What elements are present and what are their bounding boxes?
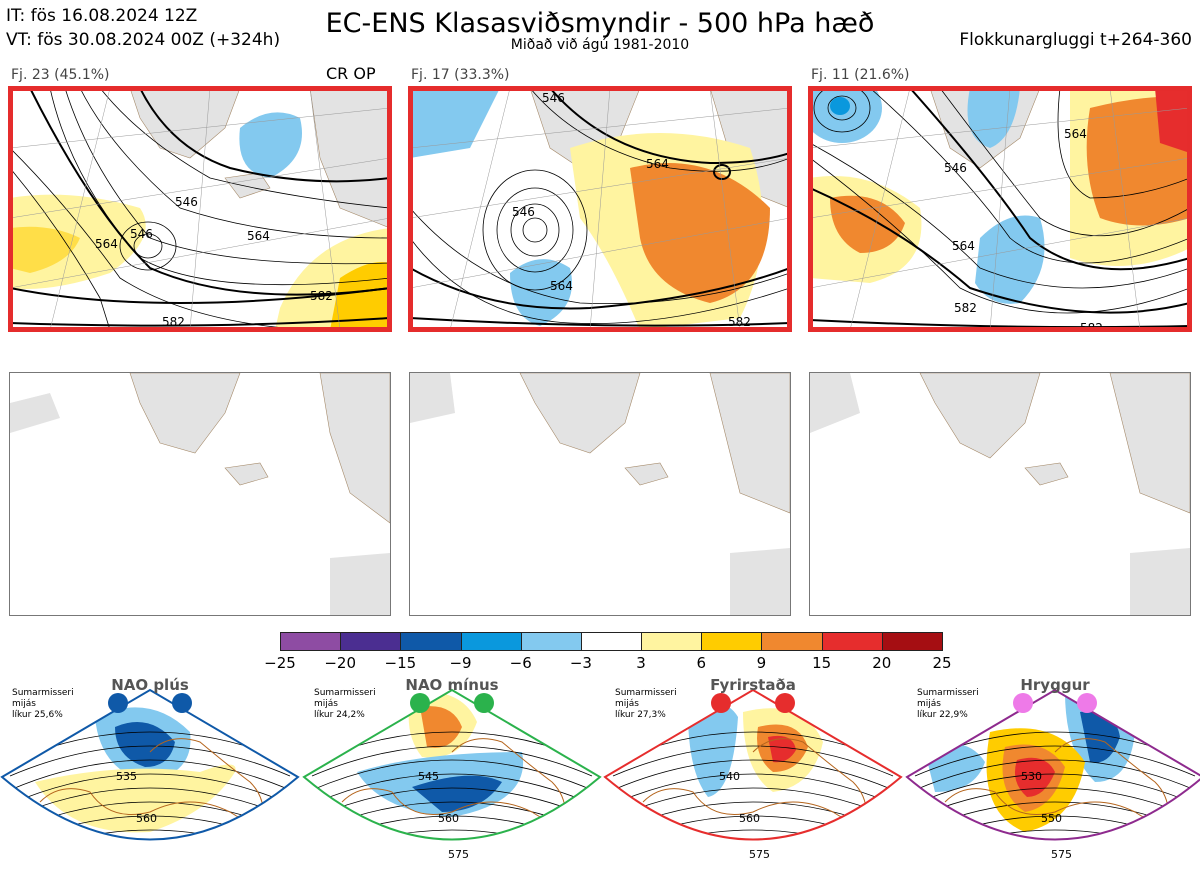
- colorbar-segment: [340, 632, 402, 651]
- regime-mean: mijás: [917, 699, 941, 709]
- colorbar-segment: [580, 632, 643, 651]
- regime-marker-dot: [108, 693, 128, 713]
- colorbar-tick-label: −25: [264, 654, 296, 672]
- cluster-2-contour-b: 564: [646, 157, 669, 171]
- regime-mean: mijás: [12, 699, 36, 709]
- regime-mean: mijás: [314, 699, 338, 709]
- regime-marker-dot: [775, 693, 795, 713]
- empty-map-2: [409, 372, 791, 616]
- regime-marker-dot: [172, 693, 192, 713]
- colorbar-tick-label: −9: [449, 654, 472, 672]
- cluster-3-contour-e: 582: [1080, 321, 1103, 330]
- regime-name: NAO plús: [111, 676, 189, 694]
- cluster-1-contour-b: 564: [247, 229, 270, 243]
- regime-contour-a: 540: [719, 770, 740, 783]
- cluster-2-contour-c: 564: [550, 279, 573, 293]
- regime-contour-c: 575: [1051, 848, 1072, 861]
- regime-contour-b: 560: [739, 812, 760, 825]
- regime-marker-dot: [711, 693, 731, 713]
- empty-map-1: [9, 372, 391, 616]
- regime-marker-dot: [1077, 693, 1097, 713]
- cluster-3-contour-c: 564: [952, 239, 975, 253]
- cluster-1-contour-c: 546: [130, 227, 153, 241]
- colorbar-tick-label: 20: [872, 654, 892, 672]
- colorbar-segment: [520, 632, 582, 651]
- colorbar-segment: [881, 632, 943, 651]
- regime-fan: 540 560 575: [603, 688, 903, 861]
- cluster-3-map: 564 546 564 582 582: [810, 88, 1190, 330]
- regime-contour-c: 575: [448, 848, 469, 861]
- cluster-2-map: 546 564 564 546 582: [410, 88, 790, 330]
- colorbar: [280, 632, 943, 651]
- regime-fan: 530 550 575: [905, 688, 1200, 861]
- cluster-3-contour-b: 546: [944, 161, 967, 175]
- colorbar-tick-label: 15: [812, 654, 832, 672]
- regime-season: Sumarmisseri: [12, 688, 74, 698]
- classification-window: Flokkunargluggi t+264-360: [959, 30, 1192, 50]
- cluster-1-contour-d: 564: [95, 237, 118, 251]
- cluster-2-contour-e: 582: [728, 315, 751, 329]
- regime-contour-a: 530: [1021, 770, 1042, 783]
- regime-panel: 545 560 575 NAO mínus Sumarmisseri mijás líkur…: [302, 672, 602, 871]
- regime-frequency: líkur 22,9%: [917, 710, 968, 720]
- regime-contour-b: 560: [136, 812, 157, 825]
- regime-contour-c: 575: [749, 848, 770, 861]
- colorbar-segment: [641, 632, 703, 651]
- colorbar-segment: [280, 632, 342, 651]
- regime-contour-a: 545: [418, 770, 439, 783]
- colorbar-tick-label: −20: [324, 654, 356, 672]
- regime-name: Hryggur: [1020, 676, 1090, 694]
- regime-frequency: líkur 25,6%: [12, 710, 63, 720]
- regime-season: Sumarmisseri: [314, 688, 376, 698]
- regime-contour-b: 560: [438, 812, 459, 825]
- cluster-1-contour-f: 582: [162, 315, 185, 329]
- regime-panel: 530 550 575 Hryggur Sumarmisseri mijás líkur 2…: [905, 672, 1200, 871]
- page-subtitle: Miðað við ágú 1981-2010: [510, 37, 690, 53]
- regime-marker-dot: [1013, 693, 1033, 713]
- regime-marker-dot: [474, 693, 494, 713]
- regime-contour-a: 535: [116, 770, 137, 783]
- regime-contour-b: 550: [1041, 812, 1062, 825]
- colorbar-segment: [460, 632, 522, 651]
- colorbar-tick-label: −3: [569, 654, 592, 672]
- cluster-1-tag: CR OP: [326, 64, 376, 83]
- regime-fan: 535 560: [0, 688, 300, 841]
- cluster-2-contour-a: 546: [512, 205, 535, 219]
- colorbar-tick-label: 9: [756, 654, 767, 672]
- colorbar-segment: [821, 632, 883, 651]
- colorbar-tick-label: 6: [696, 654, 707, 672]
- init-time: IT: fös 16.08.2024 12Z: [6, 6, 198, 26]
- regime-marker-dot: [410, 693, 430, 713]
- regime-name: NAO mínus: [405, 676, 499, 694]
- cluster-2-label: Fj. 17 (33.3%): [411, 67, 510, 83]
- cluster-3-contour-d: 582: [954, 301, 977, 315]
- regime-frequency: líkur 24,2%: [314, 710, 365, 720]
- regime-frequency: líkur 27,3%: [615, 710, 666, 720]
- regime-panel: 535 560 NAO plús Sumarmisseri mijás líkur 25,…: [0, 672, 300, 871]
- colorbar-segment: [761, 632, 823, 651]
- cluster-1-map: 546 564 546 564 582 582: [10, 88, 390, 330]
- valid-time: VT: fös 30.08.2024 00Z (+324h): [6, 30, 281, 50]
- regime-mean: mijás: [615, 699, 639, 709]
- colorbar-tick-label: 25: [932, 654, 952, 672]
- regime-panel: 540 560 575 Fyrirstaða Sumarmisseri mijás líku…: [603, 672, 903, 871]
- cluster-3-contour-a: 564: [1064, 127, 1087, 141]
- regime-name: Fyrirstaða: [710, 676, 796, 694]
- regime-season: Sumarmisseri: [917, 688, 979, 698]
- colorbar-segment: [400, 632, 462, 651]
- regime-fan: 545 560 575: [302, 688, 602, 861]
- cluster-2-contour-d: 546: [542, 91, 565, 105]
- regime-season: Sumarmisseri: [615, 688, 677, 698]
- empty-map-3: [809, 372, 1191, 616]
- cluster-1-contour-a: 546: [175, 195, 198, 209]
- colorbar-tick-label: −15: [384, 654, 417, 672]
- cluster-1-contour-e: 582: [310, 289, 333, 303]
- page-title: EC-ENS Klasasviðsmyndir - 500 hPa hæð: [325, 8, 875, 39]
- colorbar-tick-label: 3: [636, 654, 646, 672]
- colorbar-segment: [701, 632, 763, 651]
- cluster-1-label: Fj. 23 (45.1%): [11, 67, 110, 83]
- cluster-3-label: Fj. 11 (21.6%): [811, 67, 910, 83]
- colorbar-tick-label: −6: [509, 654, 532, 672]
